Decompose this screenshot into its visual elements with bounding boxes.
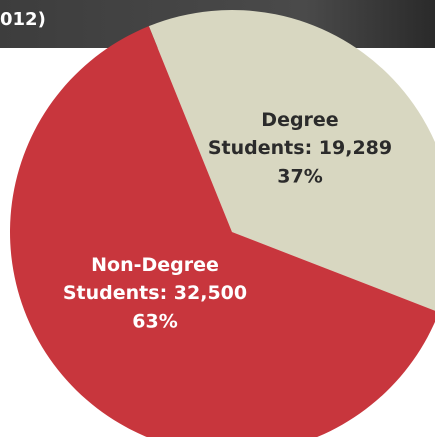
- pie: [10, 10, 435, 437]
- chart: 012) DegreeStudents: 19,28937%Non-Degree…: [0, 0, 435, 437]
- chart-title: 012): [0, 9, 46, 30]
- value-label: 63%: [132, 311, 177, 333]
- value-label: 37%: [277, 166, 322, 188]
